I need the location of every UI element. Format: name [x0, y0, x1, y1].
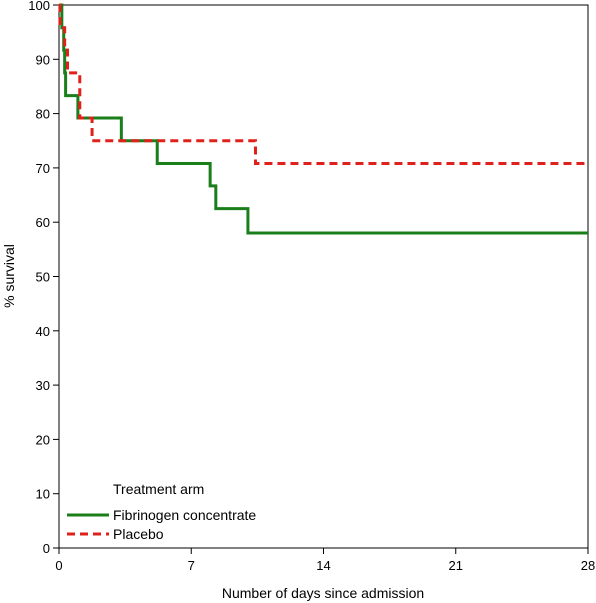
y-tick-label: 70	[36, 161, 50, 176]
series-line-placebo	[58, 3, 588, 166]
y-tick-label: 100	[28, 0, 50, 13]
x-tick-label: 0	[55, 558, 62, 573]
y-tick-label: 20	[36, 432, 50, 447]
y-tick-label: 40	[36, 324, 50, 339]
y-tick-label: 10	[36, 487, 50, 502]
x-axis-title: Number of days since admission	[222, 585, 424, 601]
legend-label-placebo: Placebo	[113, 526, 164, 542]
series-line-fibrinogen-concentrate	[59, 3, 588, 235]
legend: Treatment arm Fibrinogen concentrate Pla…	[67, 481, 256, 542]
y-axis-title: % survival	[1, 244, 17, 308]
y-tick-label: 80	[36, 107, 50, 122]
y-tick-label: 0	[43, 541, 50, 556]
legend-title: Treatment arm	[113, 481, 204, 497]
y-tick-label: 60	[36, 215, 50, 230]
plot-area-frame	[58, 4, 589, 549]
y-tick-label: 90	[36, 52, 50, 67]
y-tick-label: 30	[36, 378, 50, 393]
y-tick-label: 50	[36, 270, 50, 285]
x-tick-label: 28	[581, 558, 595, 573]
x-tick-label: 7	[188, 558, 195, 573]
x-tick-label: 14	[316, 558, 330, 573]
x-tick-label: 21	[449, 558, 463, 573]
legend-label-fibrinogen: Fibrinogen concentrate	[113, 507, 256, 523]
